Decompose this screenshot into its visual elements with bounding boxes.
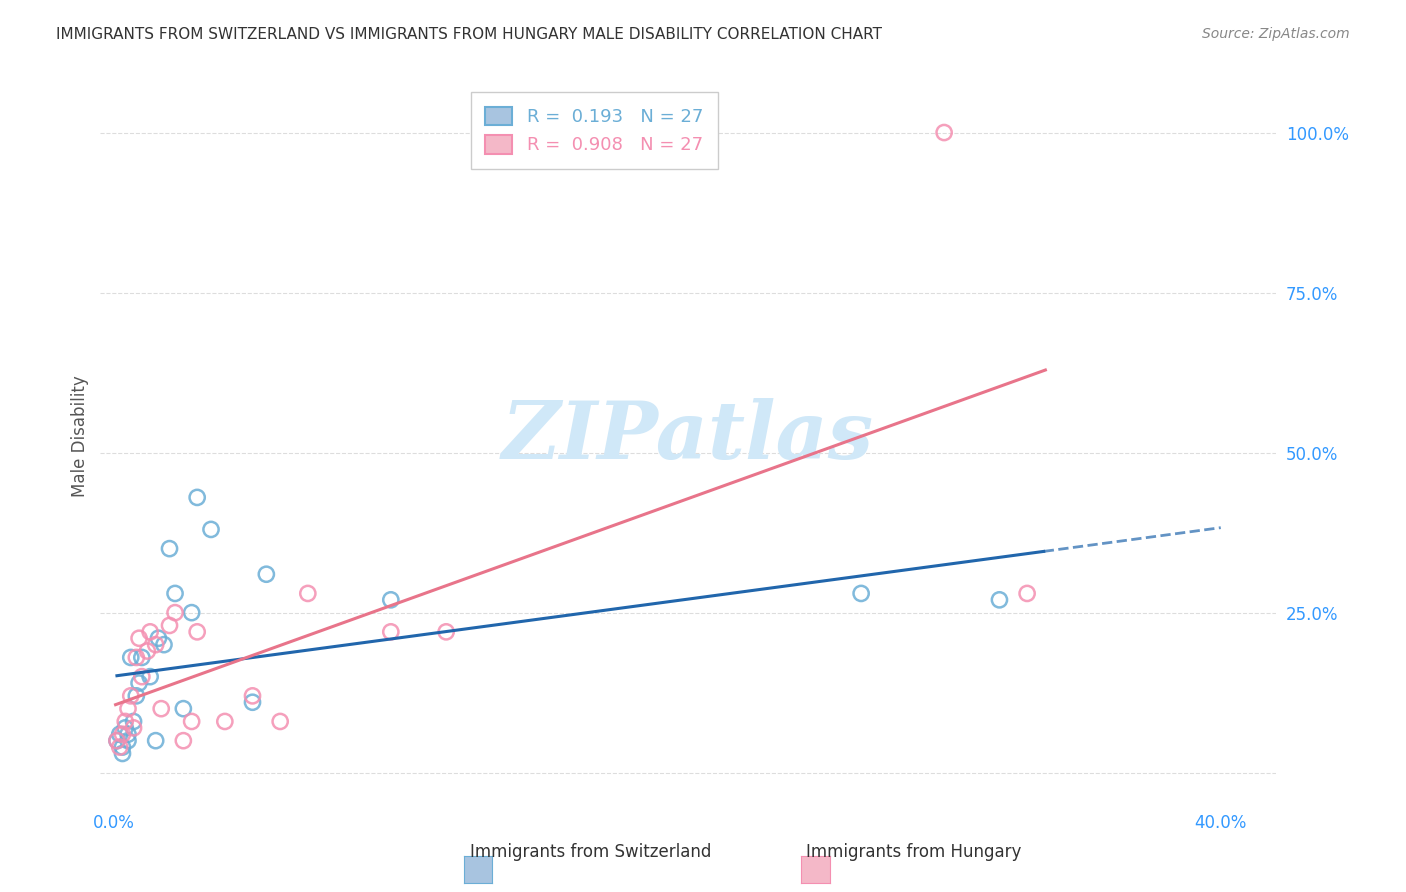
Point: [117, 727, 139, 741]
Point: [108, 727, 131, 741]
Point: [120, 650, 142, 665]
Point: [117, 701, 139, 715]
Point: [214, 714, 236, 729]
Point: [139, 624, 162, 639]
Point: [269, 714, 291, 729]
Point: [128, 676, 150, 690]
Point: [186, 491, 208, 505]
Point: [136, 644, 159, 658]
Point: [105, 733, 128, 747]
Text: IMMIGRANTS FROM SWITZERLAND VS IMMIGRANTS FROM HUNGARY MALE DISABILITY CORRELATI: IMMIGRANTS FROM SWITZERLAND VS IMMIGRANT…: [56, 27, 882, 42]
Point: [114, 714, 136, 729]
Point: [145, 733, 167, 747]
Point: [120, 689, 142, 703]
Point: [125, 689, 148, 703]
Point: [172, 701, 194, 715]
Point: [159, 541, 181, 556]
Point: [242, 689, 264, 703]
Point: [111, 740, 134, 755]
Point: [131, 670, 153, 684]
Point: [145, 638, 167, 652]
Point: [139, 670, 162, 684]
Point: [988, 592, 1011, 607]
Point: [117, 733, 139, 747]
Point: [163, 606, 186, 620]
Point: [380, 592, 402, 607]
Point: [105, 733, 128, 747]
Point: [114, 721, 136, 735]
Point: [932, 126, 955, 140]
Y-axis label: Male Disability: Male Disability: [72, 376, 89, 498]
Point: [159, 618, 181, 632]
Text: Immigrants from Switzerland: Immigrants from Switzerland: [470, 843, 711, 861]
Point: [111, 727, 134, 741]
Point: [434, 624, 457, 639]
Point: [150, 701, 173, 715]
Point: [172, 733, 194, 747]
Point: [111, 747, 134, 761]
Point: [131, 650, 153, 665]
Point: [148, 632, 170, 646]
Point: [1017, 586, 1039, 600]
Point: [200, 523, 222, 537]
Point: [180, 714, 202, 729]
Legend: R =  0.193   N = 27, R =  0.908   N = 27: R = 0.193 N = 27, R = 0.908 N = 27: [471, 92, 717, 169]
Point: [849, 586, 872, 600]
Point: [153, 638, 176, 652]
Text: Source: ZipAtlas.com: Source: ZipAtlas.com: [1202, 27, 1350, 41]
Point: [122, 714, 145, 729]
Text: Immigrants from Hungary: Immigrants from Hungary: [806, 843, 1022, 861]
Point: [242, 695, 264, 709]
Point: [254, 567, 277, 582]
Point: [122, 721, 145, 735]
Point: [163, 586, 186, 600]
Point: [297, 586, 319, 600]
Point: [186, 624, 208, 639]
Text: ZIPatlas: ZIPatlas: [502, 398, 875, 475]
Point: [108, 740, 131, 755]
Point: [125, 650, 148, 665]
Point: [180, 606, 202, 620]
Point: [380, 624, 402, 639]
Point: [128, 632, 150, 646]
